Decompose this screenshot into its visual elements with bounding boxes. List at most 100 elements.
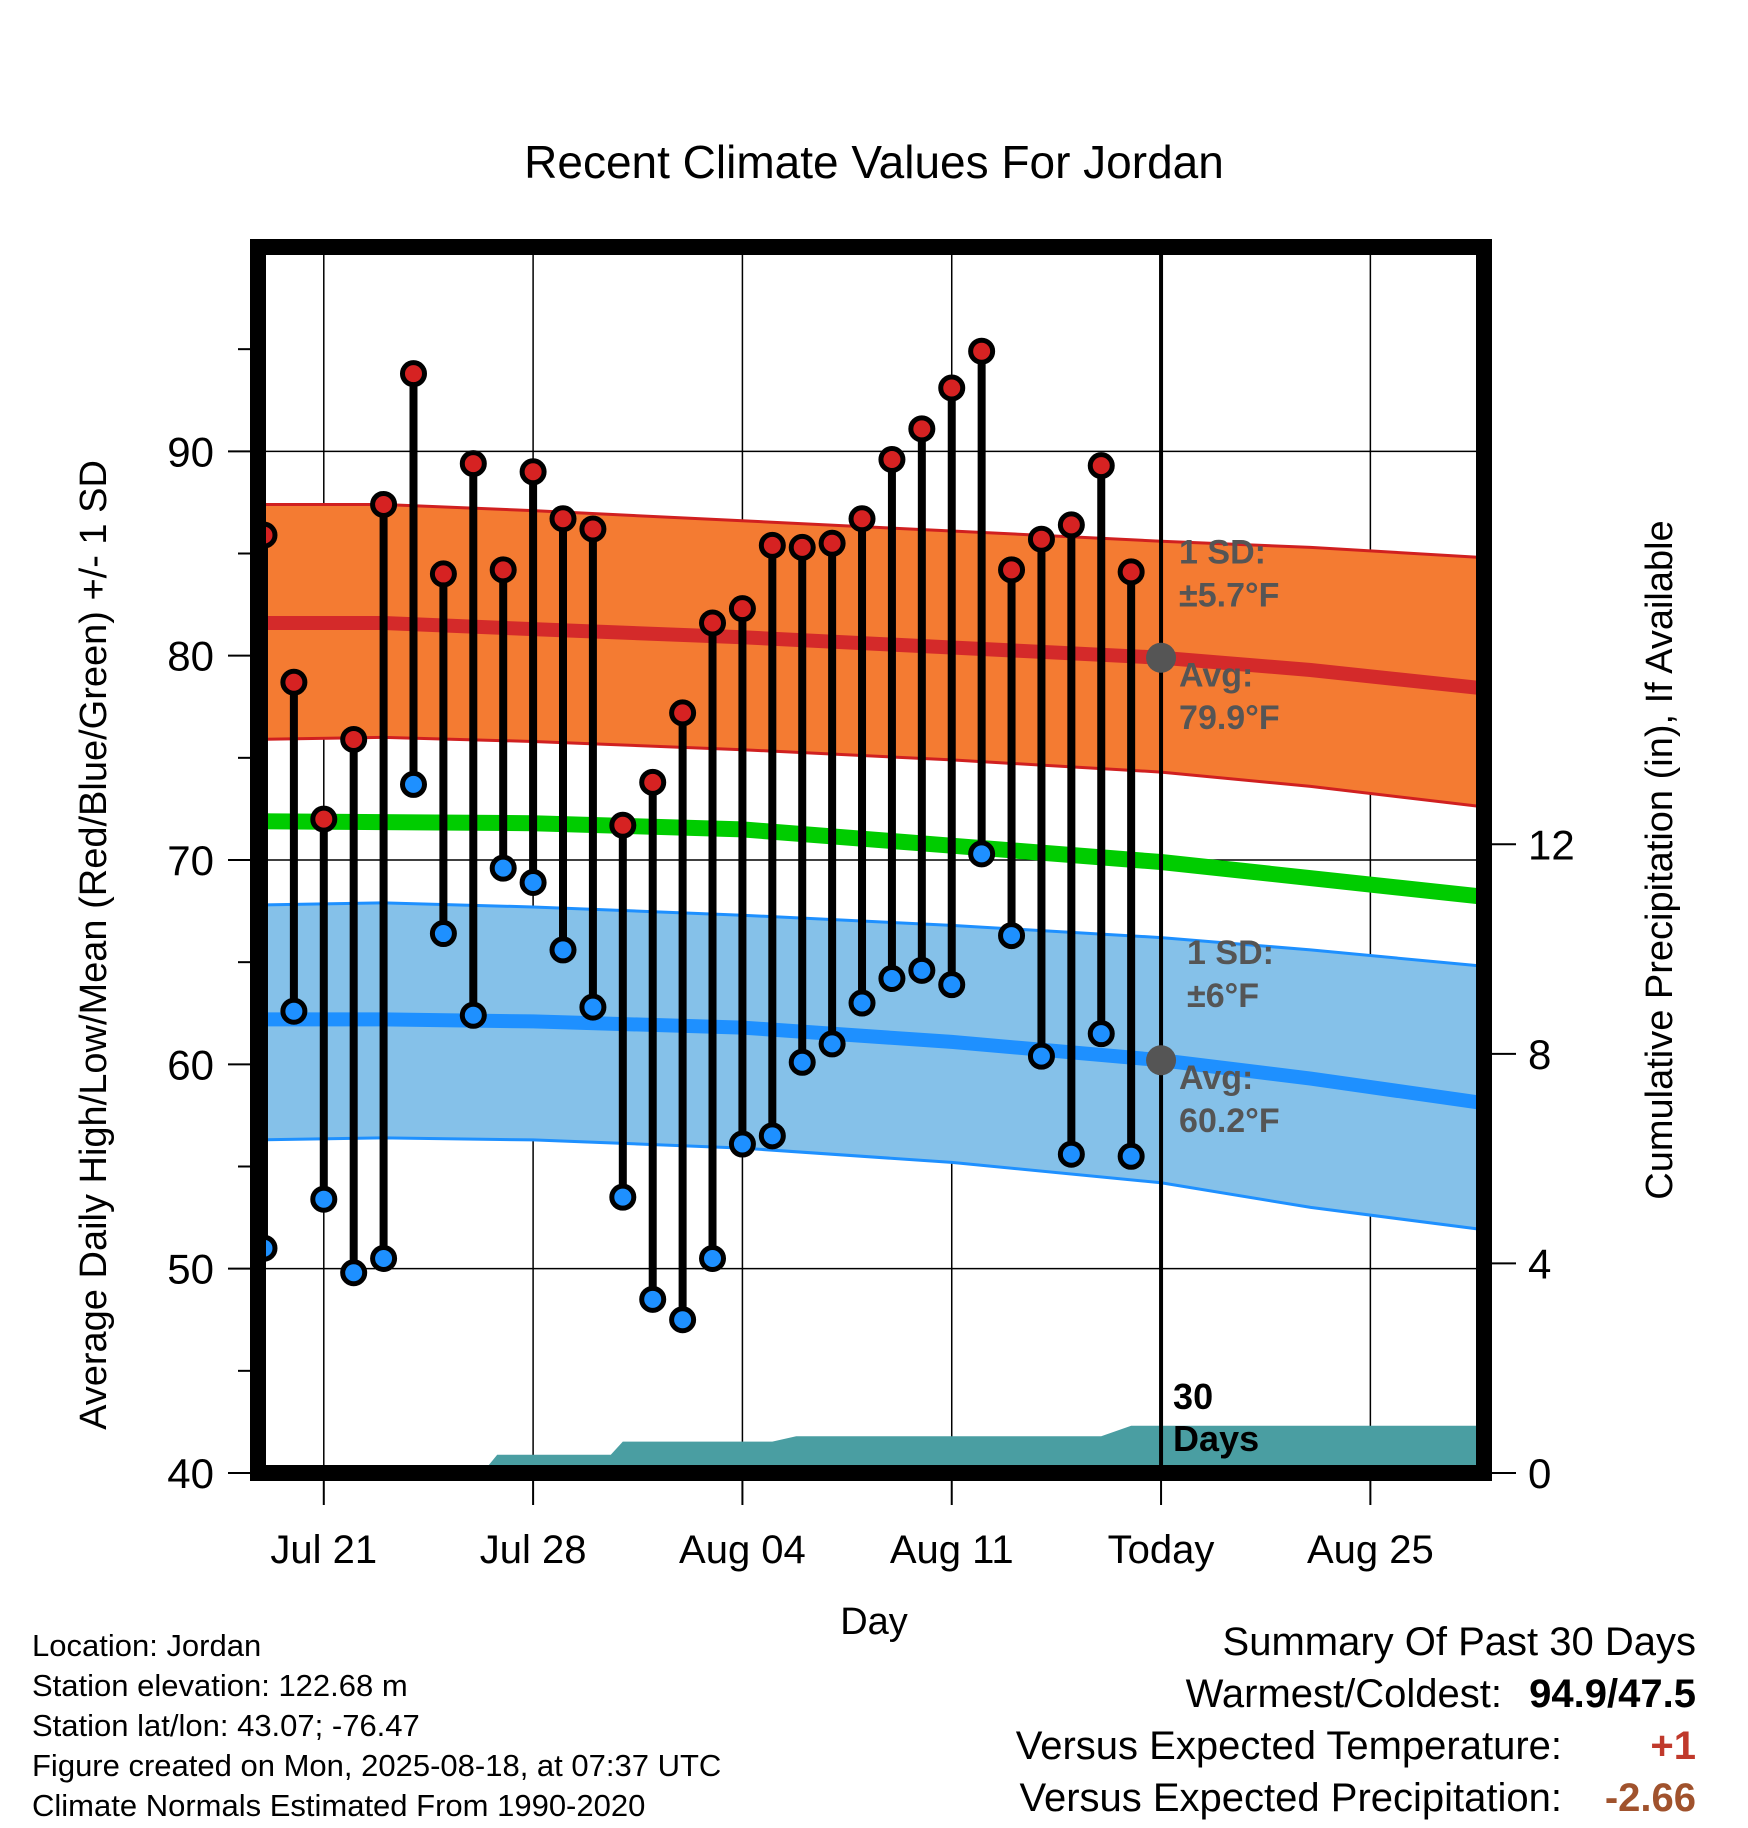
plot-area: 1 SD: ±5.7°F Avg: 79.9°F 1 SD: ±6°F Avg: 60.2°F…	[167, 239, 1575, 1572]
daily-high-point	[280, 668, 308, 696]
daily-low-point	[788, 1048, 816, 1076]
low-sd-label-line1: 1 SD:	[1187, 934, 1274, 972]
daily-low-point	[429, 920, 457, 948]
daily-low-point	[459, 1001, 487, 1029]
summary-title: Summary Of Past 30 Days	[1222, 1620, 1696, 1664]
y-tick-label: 40	[167, 1450, 214, 1497]
daily-high-point	[639, 768, 667, 796]
y-axis-label: Average Daily High/Low/Mean (Red/Blue/Gr…	[73, 460, 115, 1430]
high-avg-label-line1: Avg:	[1179, 656, 1253, 694]
daily-low-point	[938, 971, 966, 999]
summary-temp-row: Versus Expected Temperature: +1	[1016, 1720, 1696, 1772]
high-avg-label-line2: 79.9°F	[1179, 699, 1280, 737]
daily-low-point	[340, 1259, 368, 1287]
daily-high-point	[1087, 452, 1115, 480]
plot-content	[258, 247, 1484, 1473]
latlon-text: Station lat/lon: 43.07; -76.47	[32, 1708, 420, 1743]
low-avg-label-line2: 60.2°F	[1179, 1102, 1280, 1140]
high-sd-label-line2: ±5.7°F	[1179, 577, 1279, 615]
warmest-value: 94.9/47.5	[1529, 1672, 1696, 1716]
normals-text: Climate Normals Estimated From 1990-2020	[32, 1788, 646, 1823]
today-high-avg-marker	[1146, 642, 1177, 673]
precip-label: Versus Expected Precipitation:	[1019, 1776, 1562, 1820]
y-tick-label: 70	[167, 837, 214, 884]
daily-low-point	[699, 1244, 727, 1272]
x-axis-label: Day	[840, 1601, 908, 1643]
daily-low-point	[1027, 1042, 1055, 1070]
daily-high-point	[878, 446, 906, 474]
daily-low-point	[998, 922, 1026, 950]
low-avg-label-line1: Avg:	[1179, 1059, 1253, 1097]
warmest-label: Warmest/Coldest:	[1185, 1672, 1502, 1716]
daily-high-point	[938, 374, 966, 402]
daily-high-point	[459, 450, 487, 478]
period-label-line2: Days	[1173, 1418, 1259, 1459]
summary-precip-row: Versus Expected Precipitation: -2.66	[1016, 1772, 1696, 1824]
y-tick-label: 80	[167, 633, 214, 680]
daily-high-point	[519, 458, 547, 486]
daily-high-point	[669, 699, 697, 727]
daily-low-point	[609, 1183, 637, 1211]
temp-label: Versus Expected Temperature:	[1015, 1724, 1562, 1768]
daily-high-point	[818, 529, 846, 557]
summary-panel: Summary Of Past 30 Days Warmest/Coldest:…	[1016, 1616, 1696, 1824]
daily-high-point	[579, 515, 607, 543]
chart-title: Recent Climate Values For Jordan	[524, 136, 1224, 188]
daily-low-point	[848, 989, 876, 1017]
y-tick-label: 50	[167, 1246, 214, 1293]
daily-high-point	[998, 556, 1026, 584]
mean-line	[258, 813, 1484, 905]
daily-low-point	[280, 997, 308, 1025]
station-info: Location: Jordan Station elevation: 122.…	[32, 1626, 721, 1826]
x-tick-label: Aug 25	[1307, 1528, 1434, 1572]
x-tick-label: Aug 11	[890, 1528, 1014, 1572]
daily-low-point	[878, 965, 906, 993]
high-sd-label-line1: 1 SD:	[1179, 534, 1266, 572]
y2-tick-label: 12	[1528, 821, 1575, 868]
y2-tick-label: 0	[1528, 1450, 1551, 1497]
plot-frame	[250, 239, 1492, 1481]
daily-low-point	[669, 1306, 697, 1334]
daily-high-point	[968, 337, 996, 365]
daily-low-point	[579, 993, 607, 1021]
temp-value: +1	[1650, 1724, 1696, 1768]
daily-high-point	[1027, 525, 1055, 553]
elevation-text: Station elevation: 122.68 m	[32, 1668, 408, 1703]
period-label-line1: 30	[1173, 1376, 1213, 1417]
daily-low-point	[758, 1122, 786, 1150]
daily-high-point	[370, 490, 398, 518]
y-tick-label: 90	[167, 428, 214, 475]
daily-high-point	[699, 609, 727, 637]
daily-low-point	[968, 840, 996, 868]
low-sd-lower-line	[258, 1136, 1484, 1232]
summary-warmest-row: Warmest/Coldest: 94.9/47.5	[1016, 1668, 1696, 1720]
daily-high-point	[728, 595, 756, 623]
x-tick-label: Jul 21	[270, 1528, 377, 1572]
daily-low-point	[728, 1130, 756, 1158]
daily-low-point	[1117, 1142, 1145, 1170]
daily-low-point	[310, 1185, 338, 1213]
daily-high-point	[429, 560, 457, 588]
location-text: Location: Jordan	[32, 1628, 262, 1663]
low-sd-label-line2: ±6°F	[1187, 977, 1259, 1015]
daily-high-point	[758, 531, 786, 559]
summary-title-row: Summary Of Past 30 Days	[1016, 1616, 1696, 1668]
x-tick-label: Jul 28	[480, 1528, 587, 1572]
daily-high-point	[549, 505, 577, 533]
daily-low-point	[489, 854, 517, 882]
high-sd-upper-line	[258, 503, 1484, 560]
daily-high-point	[908, 415, 936, 443]
daily-low-point	[639, 1285, 667, 1313]
y-tick-label: 60	[167, 1041, 214, 1088]
daily-high-point	[848, 505, 876, 533]
daily-low-point	[908, 956, 936, 984]
y2-tick-label: 4	[1528, 1240, 1551, 1287]
daily-high-point	[489, 556, 517, 584]
daily-high-point	[310, 805, 338, 833]
daily-low-point	[399, 770, 427, 798]
high-mean-line	[258, 616, 1484, 696]
precip-area	[258, 1425, 1484, 1473]
y2-tick-label: 8	[1528, 1031, 1551, 1078]
x-tick-label: Today	[1108, 1528, 1215, 1572]
